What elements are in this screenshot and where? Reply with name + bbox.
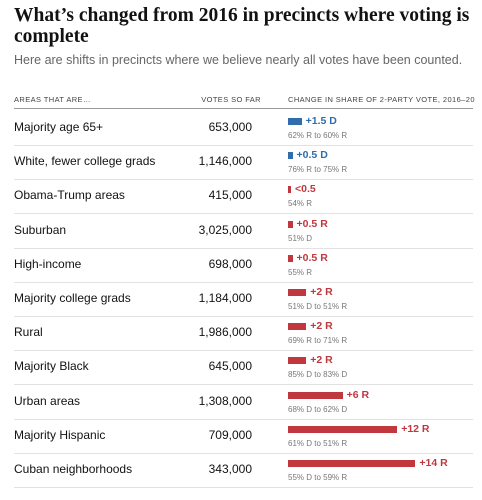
area-label: Cuban neighborhoods xyxy=(14,462,133,476)
table-row: Majority age 65+ 653,000 +1.5 D 62% R to 60… xyxy=(14,112,473,146)
shift-bar xyxy=(288,254,293,262)
row-divider xyxy=(14,316,473,317)
shift-bar xyxy=(288,186,291,194)
shift-detail: 61% D to 51% R xyxy=(288,438,348,448)
table-row: Majority Black 645,000 +2 R 85% D to 83% D xyxy=(14,351,473,386)
votes-value: 653,000 xyxy=(208,120,252,134)
shift-bar xyxy=(288,220,293,228)
shift-bar xyxy=(288,460,416,467)
row-divider xyxy=(14,145,473,146)
shift-bar xyxy=(288,357,307,365)
shift-label: +0.5 R xyxy=(296,217,328,230)
row-divider xyxy=(14,179,473,181)
chart-title: What’s changed from 2016 in precincts wh… xyxy=(14,5,470,47)
shift-bar xyxy=(288,425,398,433)
area-label: Urban areas xyxy=(14,393,81,408)
votes-value: 415,000 xyxy=(208,188,252,203)
row-divider xyxy=(14,350,473,352)
shift-detail: 55% R xyxy=(288,267,313,277)
shift-label: +0.5 R xyxy=(296,251,328,264)
table-row: Obama-Trump areas 415,000 <0.5 54% R xyxy=(14,180,473,215)
row-divider xyxy=(14,247,473,249)
shift-detail: 69% R to 71% R xyxy=(288,336,348,346)
shift-label: +0.5 D xyxy=(296,149,328,162)
shift-bar xyxy=(288,391,343,399)
area-label: Majority Black xyxy=(14,359,89,374)
area-label: Majority age 65+ xyxy=(14,120,104,134)
shift-label: +14 R xyxy=(419,457,448,469)
shift-detail: 62% R to 60% R xyxy=(288,131,348,140)
shift-detail: 55% D to 59% R xyxy=(288,473,348,482)
row-divider xyxy=(14,213,473,215)
area-label: Rural xyxy=(14,325,43,340)
area-label: Majority Hispanic xyxy=(14,427,106,442)
shift-label: <0.5 xyxy=(295,183,316,196)
header-votes: VOTES SO FAR xyxy=(201,95,261,104)
area-label: Suburban xyxy=(14,222,67,237)
shift-detail: 51% D to 51% R xyxy=(288,302,348,311)
votes-value: 645,000 xyxy=(208,359,252,374)
area-label: White, fewer college grads xyxy=(14,154,156,169)
votes-value: 1,184,000 xyxy=(198,291,252,305)
shift-label: +12 R xyxy=(401,422,430,435)
area-label: High-income xyxy=(14,256,82,271)
header-areas: AREAS THAT ARE… xyxy=(14,95,91,104)
row-divider xyxy=(14,487,473,488)
chart-subtitle: Here are shifts in precincts where we be… xyxy=(14,53,463,67)
table-row: High-income 698,000 +0.5 R 55% R xyxy=(14,249,473,283)
shift-label: +1.5 D xyxy=(305,115,337,127)
votes-value: 3,025,000 xyxy=(198,222,252,237)
votes-value: 1,986,000 xyxy=(198,325,252,340)
shift-detail: 76% R to 75% R xyxy=(288,165,348,175)
table-row: Suburban 3,025,000 +0.5 R 51% D xyxy=(14,215,473,249)
area-label: Majority college grads xyxy=(14,291,131,305)
row-divider xyxy=(14,418,473,420)
area-label: Obama-Trump areas xyxy=(14,188,125,203)
row-divider xyxy=(14,384,473,386)
header-change: CHANGE IN SHARE OF 2-PARTY VOTE, 2016–20 xyxy=(288,95,475,104)
shift-label: +2 R xyxy=(310,354,333,367)
row-divider xyxy=(14,281,473,283)
row-divider xyxy=(14,452,473,454)
shift-bar xyxy=(288,323,307,331)
table-row: Rural 1,986,000 +2 R 69% R to 71% R xyxy=(14,317,473,352)
votes-value: 709,000 xyxy=(208,427,252,442)
votes-value: 343,000 xyxy=(208,462,252,476)
shift-label: +2 R xyxy=(310,286,333,298)
shift-bar xyxy=(288,152,293,160)
votes-value: 1,146,000 xyxy=(198,154,252,169)
shift-label: +2 R xyxy=(310,320,333,333)
shift-label: +6 R xyxy=(346,388,370,401)
votes-value: 1,308,000 xyxy=(198,393,252,408)
table-row: Majority Hispanic 709,000 +12 R 61% D to 51… xyxy=(14,420,473,454)
shift-detail: 85% D to 83% D xyxy=(288,370,348,380)
table-row: Majority college grads 1,184,000 +2 R 51% D… xyxy=(14,283,473,317)
header-divider xyxy=(14,108,473,109)
table-row: White, fewer college grads 1,146,000 +0.5 … xyxy=(14,146,473,181)
shift-detail: 51% D xyxy=(288,233,313,243)
shift-detail: 54% R xyxy=(288,199,313,209)
table-row: Urban areas 1,308,000 +6 R 68% D to 62% D xyxy=(14,386,473,420)
shift-bar xyxy=(288,289,307,296)
shift-bar xyxy=(288,118,302,125)
shift-detail: 68% D to 62% D xyxy=(288,404,348,414)
table-row: Cuban neighborhoods 343,000 +14 R 55% D to … xyxy=(14,454,473,488)
votes-value: 698,000 xyxy=(208,256,252,271)
